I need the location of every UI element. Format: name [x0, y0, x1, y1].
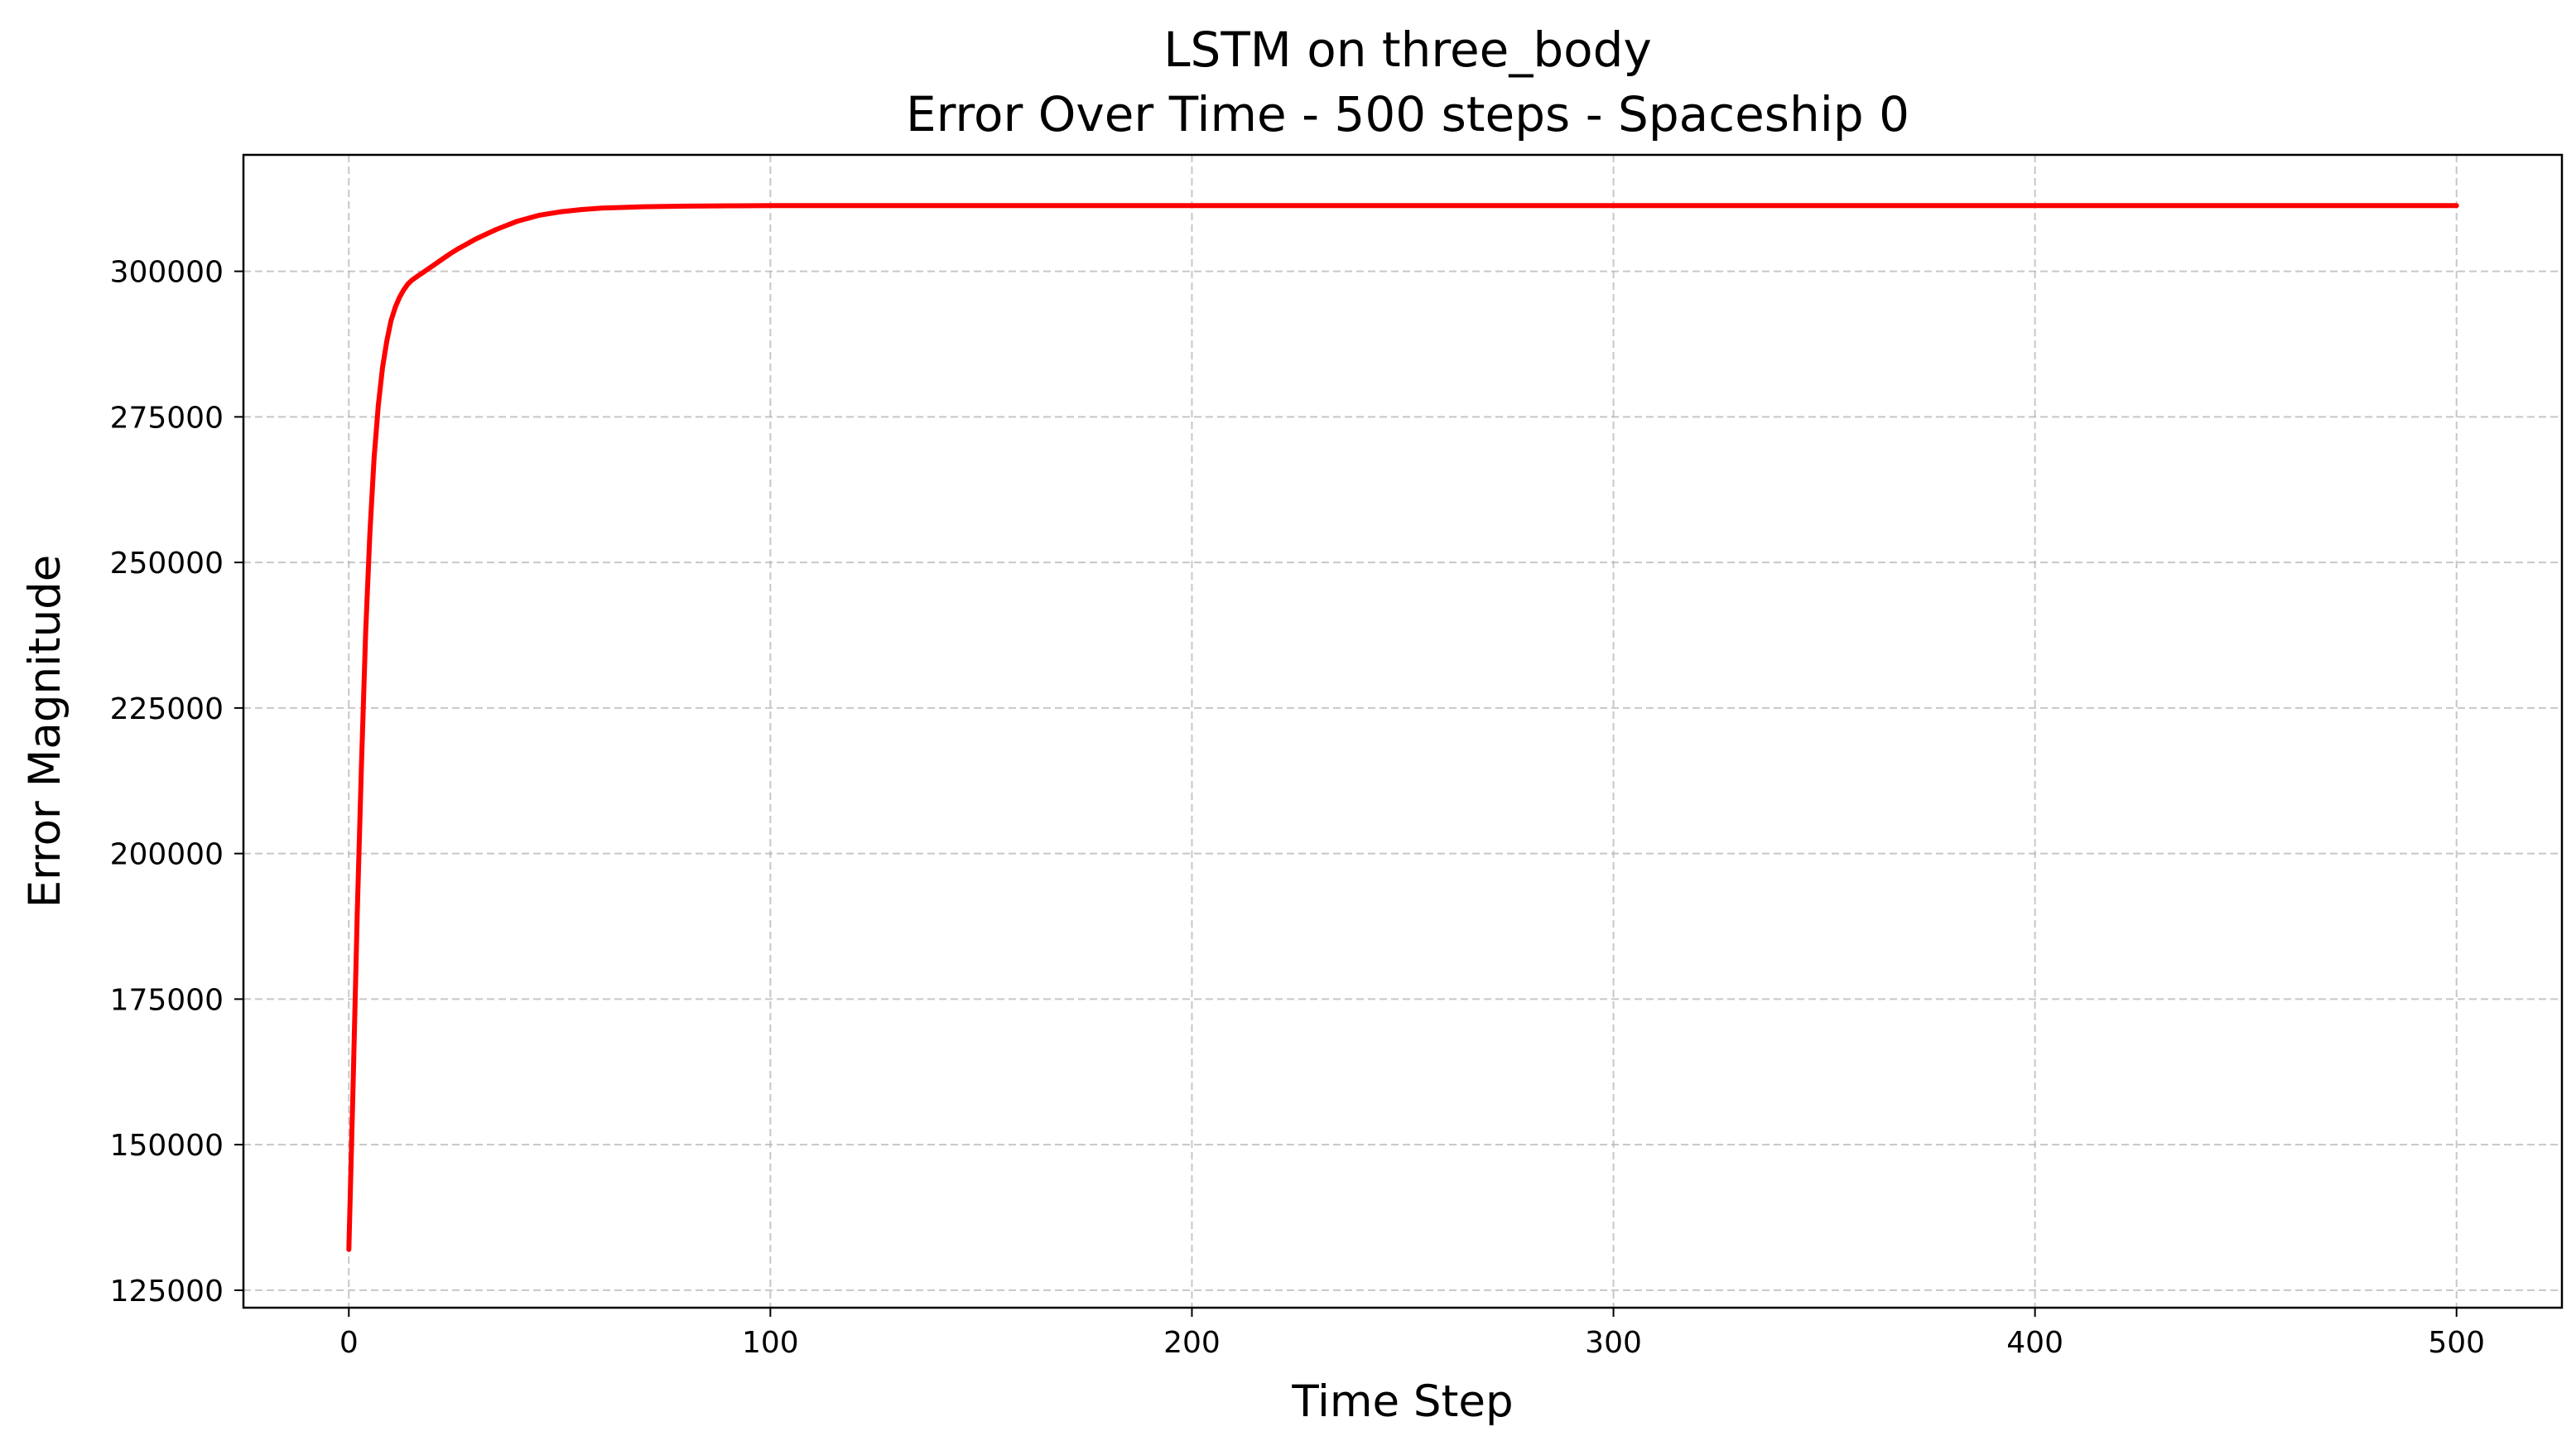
- y-tick-label: 200000: [110, 838, 224, 872]
- grid: [243, 155, 2562, 1308]
- x-axis-label: Time Step: [1291, 1376, 1513, 1427]
- x-tick-label: 300: [1585, 1326, 1642, 1360]
- y-axis-label: Error Magnitude: [20, 555, 70, 909]
- chart-subtitle: Error Over Time - 500 steps - Spaceship …: [906, 86, 1909, 142]
- y-tick-label: 125000: [110, 1275, 224, 1309]
- plot-frame: [242, 153, 2564, 1309]
- series-line: [346, 203, 2459, 1252]
- series-layer: [346, 203, 2459, 1252]
- y-tick-label: 275000: [110, 401, 224, 435]
- x-axis-ticks: 0 100 200 300 400 500: [339, 1308, 2485, 1360]
- x-tick-label: 400: [2006, 1326, 2063, 1360]
- x-tick-label: 0: [339, 1326, 359, 1360]
- y-tick-label: 175000: [110, 983, 224, 1017]
- x-tick-label: 200: [1163, 1326, 1221, 1360]
- x-tick-label: 500: [2428, 1326, 2485, 1360]
- y-axis-ticks: 125000 150000 175000 200000 225000 250000 2750…: [110, 256, 243, 1309]
- y-tick-label: 150000: [110, 1129, 224, 1163]
- x-tick-label: 100: [742, 1326, 799, 1360]
- y-tick-label: 300000: [110, 256, 224, 290]
- chart-title: LSTM on three_body: [1163, 22, 1652, 78]
- y-tick-label: 225000: [110, 692, 224, 726]
- y-tick-label: 250000: [110, 547, 224, 581]
